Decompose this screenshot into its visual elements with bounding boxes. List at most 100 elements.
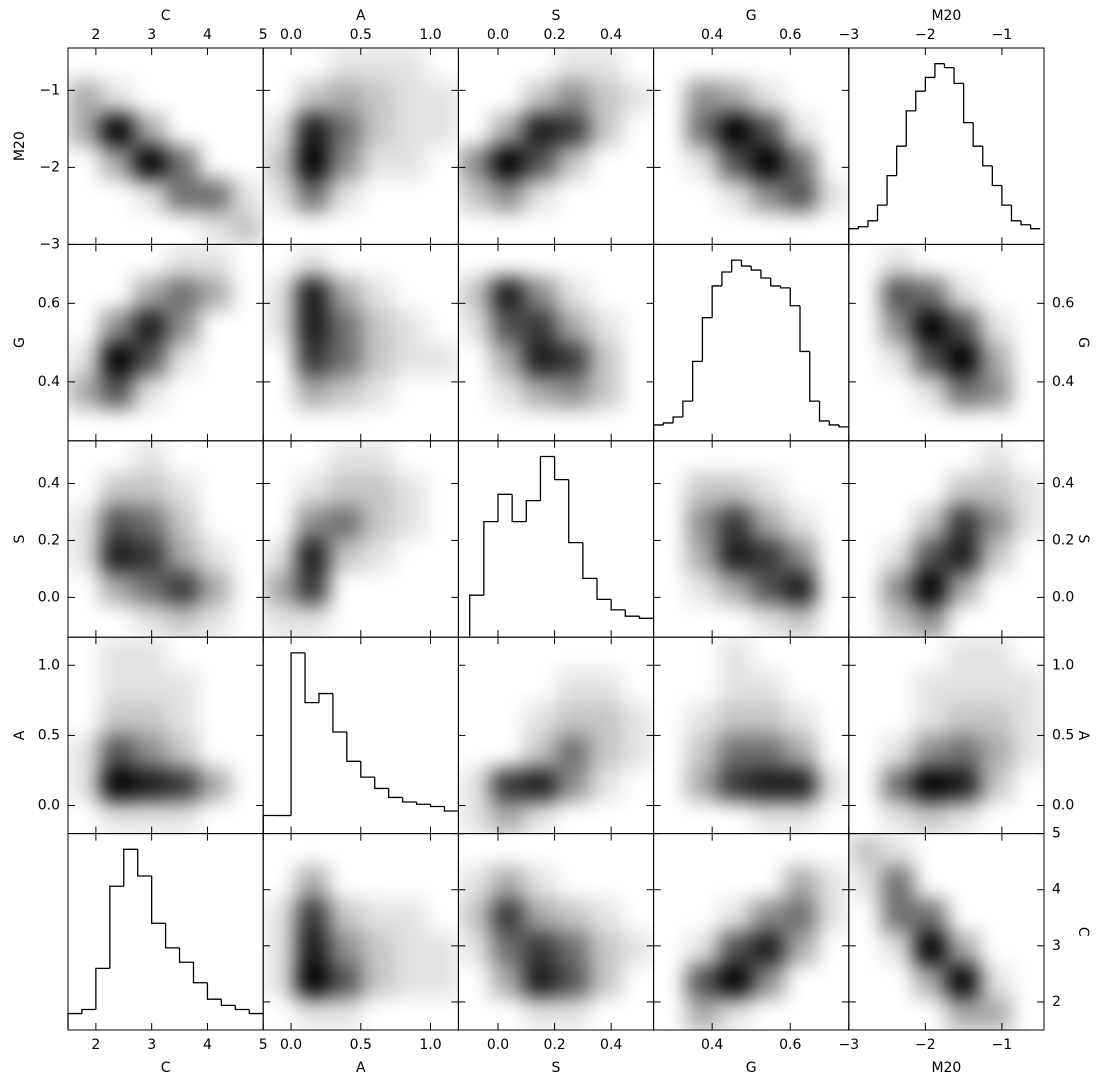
density-cell	[556, 768, 590, 802]
density-cell	[295, 866, 329, 900]
density-cell	[751, 48, 784, 81]
density-cell	[295, 342, 329, 376]
histogram-step	[497, 493, 513, 522]
density-cell	[295, 931, 329, 966]
density-cell	[588, 702, 622, 736]
density-cell	[751, 834, 784, 867]
density-cell	[783, 604, 817, 638]
density-cell	[719, 834, 752, 867]
density-cell	[654, 768, 687, 801]
density-cell	[881, 441, 914, 474]
density-cell	[295, 113, 329, 147]
x-tick-label: 4	[203, 27, 212, 43]
density-cell	[263, 931, 297, 966]
density-cell	[198, 637, 231, 670]
density-cell	[556, 899, 590, 933]
density-cell	[393, 146, 427, 180]
density-cell	[978, 637, 1012, 671]
density-cell	[751, 113, 785, 147]
density-cell	[881, 571, 915, 605]
density-cell	[556, 408, 589, 441]
density-cell	[458, 309, 492, 344]
density-cell	[393, 539, 426, 572]
density-cell	[263, 309, 297, 344]
histogram-step	[848, 228, 859, 244]
density-cell	[914, 408, 947, 441]
y-axis-name: G	[1075, 337, 1091, 348]
density-cell	[556, 179, 589, 212]
density-cell	[589, 277, 622, 310]
density-cell	[458, 375, 491, 408]
density-cell	[816, 768, 849, 802]
density-cell	[198, 768, 232, 802]
density-cell	[523, 146, 557, 180]
density-cell	[1011, 572, 1044, 605]
histogram-step	[740, 260, 752, 267]
density-cell	[718, 735, 752, 769]
histogram-step	[905, 110, 916, 147]
density-cell	[133, 473, 167, 507]
density-cell	[263, 474, 296, 507]
density-cell	[295, 997, 329, 1030]
density-cell	[328, 440, 362, 475]
density-cell	[263, 113, 297, 147]
density-cell	[198, 113, 231, 146]
density-cell	[654, 441, 687, 474]
density-cell	[621, 670, 654, 703]
histogram-step	[662, 422, 674, 425]
density-cell	[783, 800, 817, 834]
density-cell	[100, 768, 134, 802]
density-cell	[490, 309, 524, 344]
density-cell	[654, 932, 687, 965]
density-cell	[458, 244, 491, 277]
histogram-step	[750, 266, 761, 271]
density-cell	[718, 146, 752, 180]
density-cell	[556, 212, 589, 245]
density-cell	[589, 146, 622, 179]
histogram-step	[95, 967, 110, 1010]
histogram-step	[711, 285, 722, 318]
density-cell	[328, 572, 361, 605]
density-cell	[849, 539, 882, 572]
density-cell	[393, 113, 427, 147]
density-cell	[588, 309, 622, 344]
density-cell	[783, 931, 817, 966]
density-cell	[231, 474, 264, 507]
density-cell	[296, 48, 329, 81]
density-cell	[589, 637, 622, 670]
density-cell	[1011, 899, 1044, 932]
density-cell	[328, 277, 362, 311]
density-cell	[295, 473, 329, 507]
density-cell	[360, 342, 394, 376]
histogram-step	[374, 777, 389, 790]
density-cell	[458, 931, 492, 966]
density-cell	[718, 964, 752, 998]
density-cell	[231, 506, 264, 539]
density-cell	[556, 637, 589, 670]
histogram-step	[838, 424, 849, 428]
panel	[654, 637, 849, 834]
density-cell	[1011, 441, 1044, 474]
y-tick-label: 5	[1052, 826, 1061, 842]
density-cell	[1011, 310, 1044, 343]
density-cell	[654, 703, 687, 736]
histogram-step	[934, 63, 945, 78]
density-cell	[881, 408, 914, 441]
density-cell	[263, 964, 297, 998]
density-cell	[393, 309, 427, 344]
histogram-step	[151, 876, 166, 924]
x-tick-label: −2	[915, 1037, 936, 1053]
density-cell	[165, 473, 199, 507]
y-tick-label: 3	[1052, 938, 1061, 954]
y-tick-label: 0.4	[38, 374, 60, 390]
density-cell	[946, 342, 980, 376]
histogram-step	[582, 542, 598, 580]
density-cell	[588, 669, 622, 704]
density-cell	[849, 768, 882, 801]
density-cell	[718, 571, 752, 605]
density-cell	[198, 48, 231, 81]
density-cell	[913, 768, 947, 802]
density-cell	[589, 212, 622, 245]
x-tick-label: 0.0	[280, 27, 302, 43]
density-cell	[491, 703, 524, 736]
